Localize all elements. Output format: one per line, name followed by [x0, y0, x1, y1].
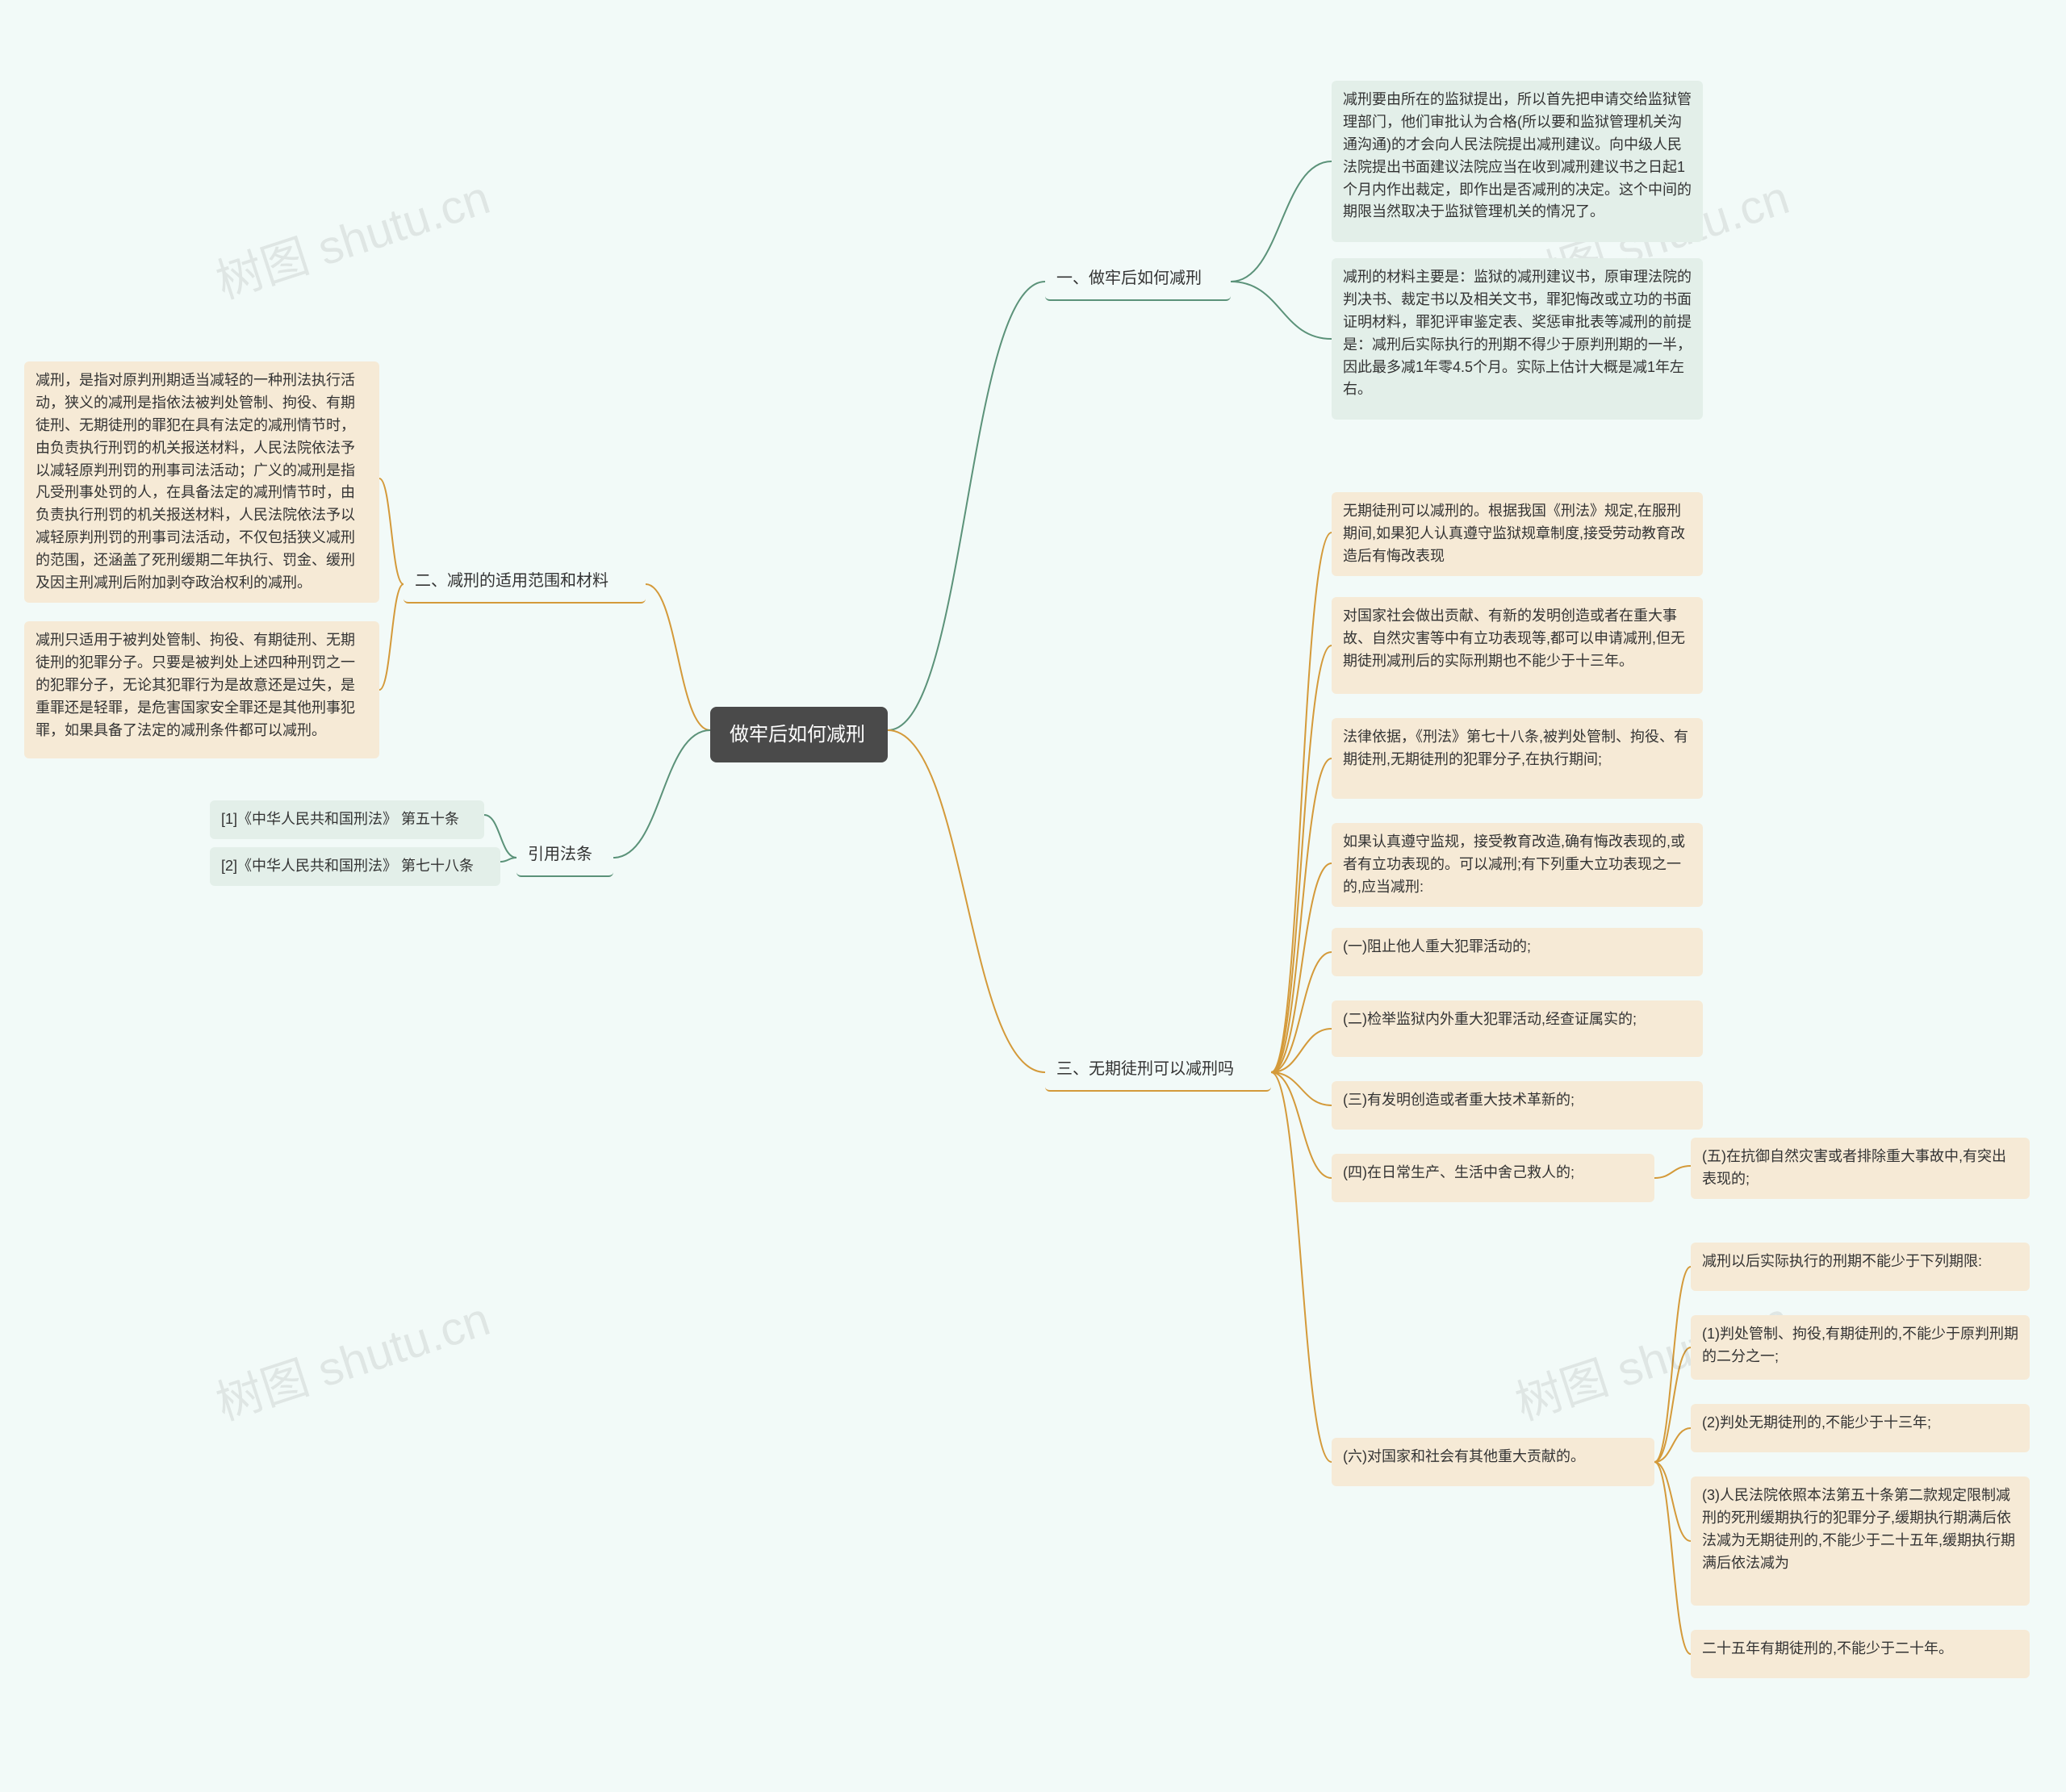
leaf-node: (3)人民法院依照本法第五十条第二款规定限制减刑的死刑缓期执行的犯罪分子,缓期执…	[1691, 1477, 2030, 1606]
branch-node: 二、减刑的适用范围和材料	[404, 561, 646, 604]
leaf-node: 减刑的材料主要是：监狱的减刑建议书，原审理法院的判决书、裁定书以及相关文书，罪犯…	[1332, 258, 1703, 420]
leaf-node: 无期徒刑可以减刑的。根据我国《刑法》规定,在服刑期间,如果犯人认真遵守监狱规章制…	[1332, 492, 1703, 576]
leaf-node: (四)在日常生产、生活中舍己救人的;	[1332, 1154, 1654, 1202]
watermark: 树图 shutu.cn	[207, 1281, 497, 1433]
leaf-node: 减刑只适用于被判处管制、拘役、有期徒刑、无期徒刑的犯罪分子。只要是被判处上述四种…	[24, 621, 379, 758]
leaf-node: (六)对国家和社会有其他重大贡献的。	[1332, 1438, 1654, 1486]
root-node: 做牢后如何减刑	[710, 707, 888, 762]
leaf-node: (2)判处无期徒刑的,不能少于十三年;	[1691, 1404, 2030, 1452]
leaf-node: (三)有发明创造或者重大技术革新的;	[1332, 1081, 1703, 1130]
branch-node: 三、无期徒刑可以减刑吗	[1045, 1049, 1271, 1092]
branch-node: 引用法条	[516, 834, 613, 877]
leaf-node: (二)检举监狱内外重大犯罪活动,经查证属实的;	[1332, 1000, 1703, 1057]
leaf-node: 法律依据，《刑法》第七十八条,被判处管制、拘役、有期徒刑,无期徒刑的犯罪分子,在…	[1332, 718, 1703, 799]
leaf-node: (1)判处管制、拘役,有期徒刑的,不能少于原判刑期的二分之一;	[1691, 1315, 2030, 1380]
leaf-node: 对国家社会做出贡献、有新的发明创造或者在重大事故、自然灾害等中有立功表现等,都可…	[1332, 597, 1703, 694]
leaf-node: [1]《中华人民共和国刑法》 第五十条	[210, 800, 484, 839]
leaf-node: (一)阻止他人重大犯罪活动的;	[1332, 928, 1703, 976]
leaf-node: (五)在抗御自然灾害或者排除重大事故中,有突出表现的;	[1691, 1138, 2030, 1199]
leaf-node: 如果认真遵守监规，接受教育改造,确有悔改表现的,或者有立功表现的。可以减刑;有下…	[1332, 823, 1703, 907]
watermark: 树图 shutu.cn	[207, 160, 497, 311]
leaf-node: 减刑，是指对原判刑期适当减轻的一种刑法执行活动，狭义的减刑是指依法被判处管制、拘…	[24, 361, 379, 603]
leaf-node: 减刑要由所在的监狱提出，所以首先把申请交给监狱管理部门，他们审批认为合格(所以要…	[1332, 81, 1703, 242]
branch-node: 一、做牢后如何减刑	[1045, 258, 1231, 301]
leaf-node: 二十五年有期徒刑的,不能少于二十年。	[1691, 1630, 2030, 1678]
leaf-node: [2]《中华人民共和国刑法》 第七十八条	[210, 847, 500, 886]
mindmap-canvas: 树图 shutu.cn树图 shutu.cn树图 shutu.cn树图 shut…	[0, 0, 2066, 1792]
leaf-node: 减刑以后实际执行的刑期不能少于下列期限:	[1691, 1243, 2030, 1291]
